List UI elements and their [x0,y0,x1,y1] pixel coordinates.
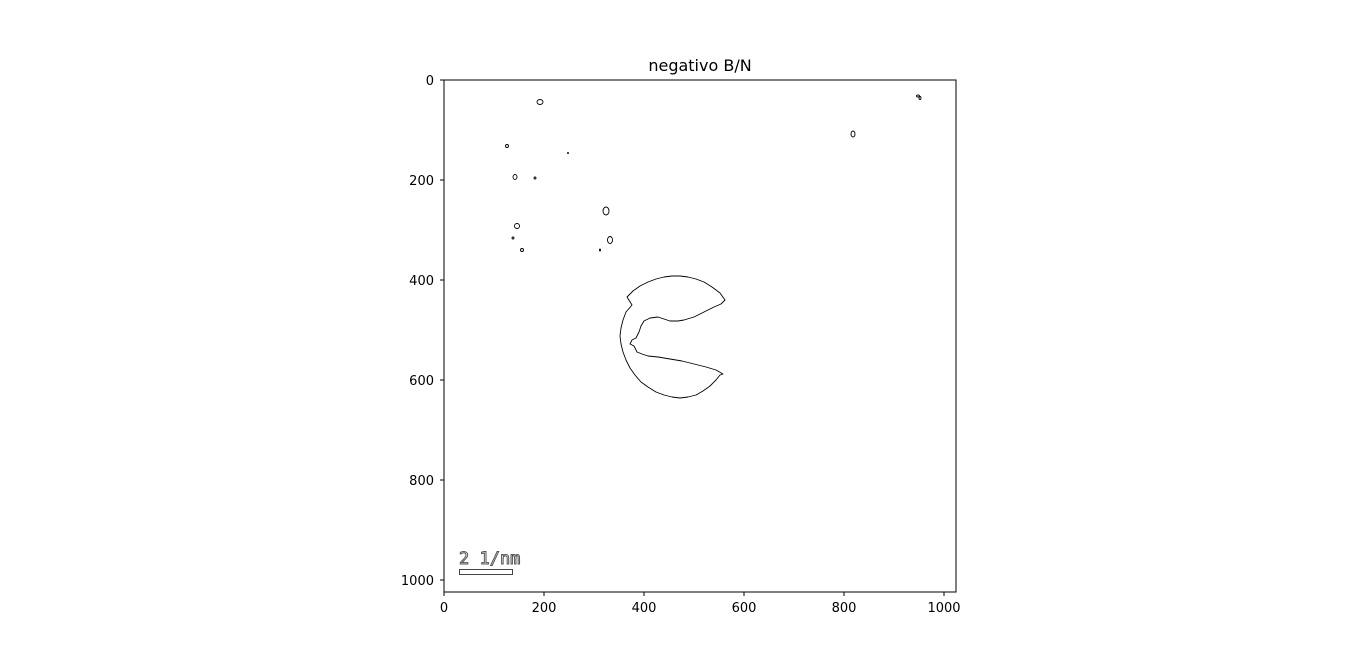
spot [567,152,569,154]
spot [514,223,520,229]
spot [607,236,613,244]
x-tick-label: 200 [532,601,557,616]
spot [511,236,515,240]
y-tick-label: 600 [409,374,434,389]
spot [536,99,544,105]
y-tick-label: 200 [409,174,434,189]
x-tick-label: 400 [632,601,657,616]
image-area: 2 1/nm [443,79,957,593]
plot-title: negativo B/N [648,56,751,75]
y-tick-label: 1000 [401,574,434,589]
scale-bar-label: 2 1/nm [459,549,520,569]
image-background [444,80,956,592]
scale-bar [459,569,513,575]
axes-frame [443,79,957,593]
spot [602,206,610,216]
y-axis: 0 200 400 600 800 1000 [401,74,444,589]
c-shape-edge [619,275,726,399]
x-tick-label: 0 [440,601,448,616]
spot [850,130,856,138]
spot [918,96,922,100]
y-tick-label: 400 [409,274,434,289]
y-tick-label: 0 [426,74,434,89]
spot [505,144,509,148]
x-tick-label: 600 [732,601,757,616]
spot [533,176,537,180]
spot [599,248,601,252]
spot [916,94,920,98]
spot [520,248,524,252]
x-tick-label: 1000 [927,601,960,616]
y-tick-label: 800 [409,474,434,489]
spot [512,174,518,180]
x-tick-label: 800 [832,601,857,616]
x-axis: 0 200 400 600 800 1000 [440,592,961,616]
